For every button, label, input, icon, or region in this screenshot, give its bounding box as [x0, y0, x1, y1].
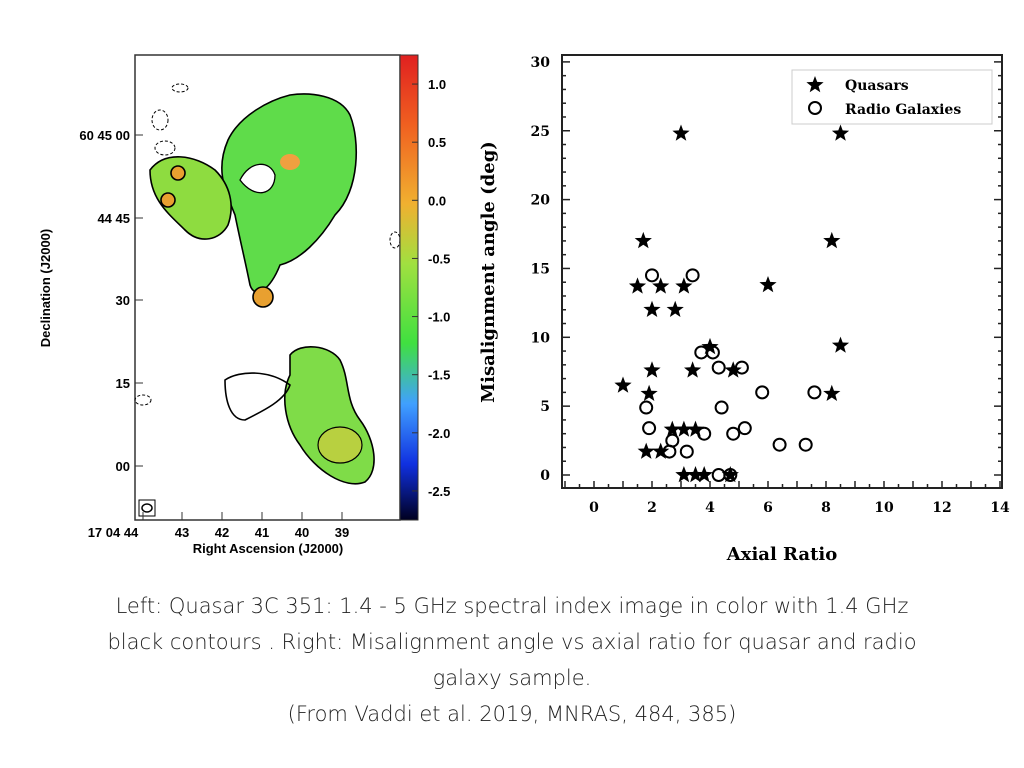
- y-tick-label: 00: [116, 459, 130, 474]
- y-tick-label: 30: [531, 55, 551, 71]
- colorbar-tick-label: -2.5: [428, 484, 450, 499]
- colorbar-tick-label: -1.5: [428, 368, 450, 383]
- spectral-index-image-panel: 17 04 44 43 42 41 40 39 60 45 00 44 45 30 15 00 1.0…: [38, 54, 450, 556]
- quasar-point: [823, 384, 841, 401]
- radio-galaxy-point: [807, 385, 822, 400]
- radio-galaxy-point: [772, 437, 787, 452]
- x-tick-label: 6: [763, 500, 773, 516]
- radio-galaxy-point: [639, 400, 654, 415]
- y-tick-label: 15: [531, 261, 550, 277]
- y-tick-label: 15: [116, 376, 130, 391]
- quasar-point: [675, 466, 693, 483]
- quasar-point: [666, 300, 684, 317]
- x-tick-label: 40: [295, 525, 309, 540]
- quasar-point: [672, 124, 690, 141]
- colorbar-tick-label: 0.5: [428, 135, 446, 150]
- quasar-point: [721, 466, 739, 483]
- x-tick-label: 14: [990, 500, 1010, 516]
- caption-line-1: Left: Quasar 3C 351: 1.4 - 5 GHz spectra…: [115, 594, 909, 618]
- x-tick-label: 42: [215, 525, 229, 540]
- spectral-index-emission: [149, 93, 375, 485]
- x-tick-label: 43: [175, 525, 189, 540]
- quasar-point: [831, 336, 850, 353]
- quasar-point: [724, 361, 742, 378]
- radio-galaxy-point: [679, 444, 694, 459]
- left-xlabel: Right Ascension (J2000): [193, 541, 344, 556]
- quasar-point: [637, 442, 655, 459]
- y-tick-label: 30: [116, 293, 130, 308]
- colorbar-tick-label: -0.5: [428, 251, 450, 266]
- quasar-point: [823, 231, 841, 249]
- x-tick-label: 4: [705, 500, 715, 516]
- quasar-point: [643, 361, 661, 378]
- y-tick-label: 0: [540, 468, 550, 484]
- radio-galaxy-point: [714, 400, 729, 415]
- y-tick-label: 44 45: [97, 211, 130, 226]
- y-axis-label: Misalignment angle (deg): [478, 141, 499, 403]
- beam-ellipse: [141, 503, 153, 513]
- left-ylabel: Declination (J2000): [38, 229, 53, 348]
- quasar-point: [675, 420, 693, 437]
- x-tick-label: 0: [589, 500, 599, 516]
- caption-line-2: black contours . Right: Misalignment ang…: [107, 630, 917, 654]
- x-tick-label: 10: [874, 500, 894, 516]
- quasar-point: [675, 277, 693, 294]
- quasar-point: [759, 276, 777, 293]
- colorbar-tick-label: 1.0: [428, 77, 446, 92]
- misalignment-scatter-chart: 0 2 4 6 8 10 12 14 0 5 10 15 20 25 30 Quasars Radio Ga…: [478, 54, 1010, 565]
- quasar-point: [686, 466, 705, 483]
- colorbar: [399, 54, 419, 521]
- x-axis-label: Axial Ratio: [726, 544, 838, 565]
- radio-galaxy-point: [737, 421, 752, 436]
- radio-galaxy-point: [726, 426, 741, 441]
- y-tick-label: 60 45 00: [79, 128, 130, 143]
- quasar-point: [614, 376, 632, 393]
- quasar-point: [652, 442, 670, 459]
- radio-galaxy-point: [711, 468, 726, 482]
- dashed-contours: [134, 83, 401, 406]
- colorbar-tick-label: -1.0: [428, 310, 450, 325]
- legend-circle-icon: [808, 101, 822, 115]
- quasar-point: [652, 277, 670, 294]
- x-tick-label: 39: [335, 525, 349, 540]
- x-tick-label: 12: [932, 500, 951, 516]
- radio-galaxy-point: [798, 437, 813, 452]
- quasar-point: [634, 231, 652, 249]
- quasar-point: [684, 361, 702, 378]
- legend-radio-galaxies: Radio Galaxies: [845, 102, 961, 118]
- quasar-point: [831, 124, 850, 141]
- caption-line-4: (From Vaddi et al. 2019, MNRAS, 484, 385…: [287, 702, 737, 726]
- beam-box: [138, 499, 156, 517]
- legend-star-icon: [806, 76, 824, 93]
- radio-galaxy-point: [642, 421, 657, 436]
- y-tick-label: 20: [531, 193, 551, 209]
- caption-line-3: galaxy sample.: [432, 666, 592, 690]
- x-tick-label: 2: [647, 500, 657, 516]
- quasar-point: [695, 466, 713, 483]
- radio-galaxy-point: [755, 385, 770, 400]
- quasar-point: [663, 420, 681, 437]
- colorbar-tick-label: 0.0: [428, 193, 446, 208]
- x-tick-label: 17 04 44: [88, 525, 139, 540]
- quasar-point: [640, 384, 658, 401]
- radio-galaxy-point: [645, 268, 659, 283]
- radio-galaxy-point: [711, 360, 726, 375]
- legend-quasars: Quasars: [845, 78, 909, 94]
- slide-caption: Left: Quasar 3C 351: 1.4 - 5 GHz spectra…: [0, 588, 1024, 732]
- quasar-point: [686, 420, 705, 437]
- x-tick-label: 8: [821, 500, 831, 516]
- legend: Quasars Radio Galaxies: [791, 69, 993, 125]
- quasar-point: [628, 277, 647, 294]
- colorbar-tick-label: -2.0: [428, 426, 450, 441]
- x-tick-label: 41: [255, 525, 269, 540]
- quasar-point: [643, 300, 661, 317]
- quasar-point: [701, 337, 719, 355]
- radio-galaxy-point: [685, 268, 700, 283]
- y-tick-label: 25: [531, 124, 550, 140]
- y-tick-label: 10: [531, 330, 551, 346]
- y-tick-label: 5: [540, 399, 550, 415]
